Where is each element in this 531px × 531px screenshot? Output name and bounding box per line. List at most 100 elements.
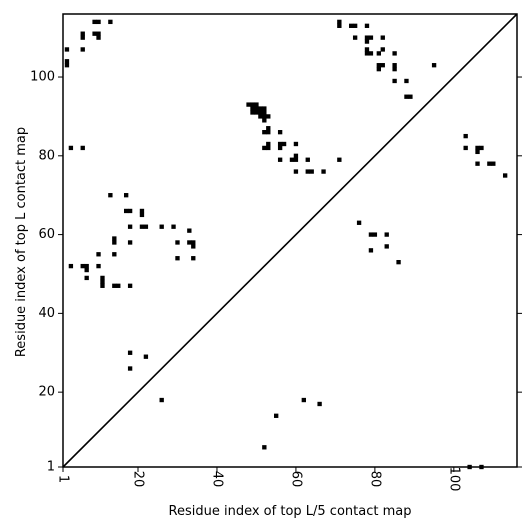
data-point — [80, 263, 85, 269]
data-point — [368, 232, 374, 237]
data-point — [92, 31, 97, 36]
data-point — [337, 19, 342, 25]
data-point — [258, 106, 263, 111]
y-tick-label: 80 — [38, 148, 55, 163]
data-point — [349, 23, 354, 28]
data-point — [250, 106, 255, 111]
data-point — [112, 252, 117, 257]
data-point — [384, 244, 389, 249]
x-tick-label: 100 — [446, 467, 461, 492]
data-point — [463, 133, 468, 139]
data-point — [191, 244, 196, 249]
data-point — [277, 157, 283, 162]
data-point — [187, 228, 192, 233]
data-point — [96, 252, 101, 257]
data-point — [380, 47, 385, 52]
data-point — [175, 256, 180, 261]
data-point — [487, 161, 492, 166]
data-point — [64, 59, 70, 64]
data-point — [277, 130, 283, 135]
data-point — [123, 208, 129, 214]
data-point — [372, 232, 378, 237]
data-point — [376, 66, 381, 72]
data-point — [376, 63, 381, 68]
x-tick-label: 1 — [56, 475, 71, 483]
data-point — [127, 224, 133, 229]
data-point — [289, 157, 295, 162]
data-point — [112, 283, 117, 288]
data-point — [404, 94, 409, 99]
data-point — [108, 19, 113, 25]
data-point — [171, 224, 176, 229]
data-point — [262, 445, 267, 450]
diagonal-line — [62, 13, 518, 468]
data-point — [384, 232, 389, 237]
data-point — [337, 23, 342, 28]
data-point — [262, 106, 267, 111]
data-point — [266, 126, 271, 131]
data-point — [139, 208, 145, 214]
data-point — [84, 275, 89, 281]
data-point — [266, 130, 271, 135]
plot-frame — [62, 13, 518, 468]
data-point — [491, 161, 496, 166]
data-point — [475, 149, 480, 155]
data-point — [368, 35, 374, 40]
x-axis-title: Residue index of top L/5 contact map — [169, 504, 412, 519]
data-point — [392, 66, 397, 72]
data-point — [100, 283, 105, 288]
data-point — [392, 78, 397, 84]
data-point — [112, 240, 117, 245]
data-point — [293, 141, 299, 147]
data-point — [281, 141, 287, 147]
data-point — [127, 350, 133, 355]
data-point — [159, 397, 164, 403]
data-point — [64, 47, 70, 52]
data-point — [254, 102, 259, 107]
data-point — [368, 51, 374, 56]
data-point — [277, 145, 283, 151]
data-point — [100, 275, 105, 281]
data-point — [175, 240, 180, 245]
data-point — [293, 157, 299, 162]
data-point — [112, 236, 117, 241]
data-point — [364, 47, 370, 52]
data-point — [143, 354, 149, 359]
x-tick-label: 80 — [367, 471, 382, 488]
data-point — [467, 464, 472, 470]
data-point — [431, 63, 437, 68]
data-point — [143, 224, 149, 229]
data-point — [368, 248, 374, 253]
data-point — [475, 145, 480, 151]
data-point — [127, 283, 133, 288]
data-point — [123, 193, 129, 198]
data-point — [356, 220, 362, 225]
data-point — [262, 130, 267, 135]
data-point — [262, 145, 267, 151]
x-tick-label: 20 — [131, 471, 146, 488]
data-point — [68, 263, 74, 269]
data-point — [396, 259, 401, 265]
data-point — [479, 145, 484, 151]
data-point — [191, 256, 196, 261]
data-point — [80, 47, 85, 52]
data-point — [108, 193, 113, 198]
data-point — [84, 267, 89, 273]
data-point — [277, 141, 283, 147]
data-point — [80, 35, 85, 40]
data-point — [305, 157, 310, 162]
data-point — [380, 35, 385, 40]
data-point — [463, 145, 468, 151]
data-point — [337, 157, 342, 162]
data-point — [254, 106, 259, 111]
y-tick-label: 1 — [47, 460, 55, 475]
data-point — [80, 145, 85, 151]
y-tick-label: 20 — [38, 385, 55, 400]
data-point — [262, 118, 267, 123]
data-point — [96, 35, 101, 40]
data-point — [139, 224, 145, 229]
data-point — [258, 110, 263, 115]
data-point — [262, 110, 267, 115]
